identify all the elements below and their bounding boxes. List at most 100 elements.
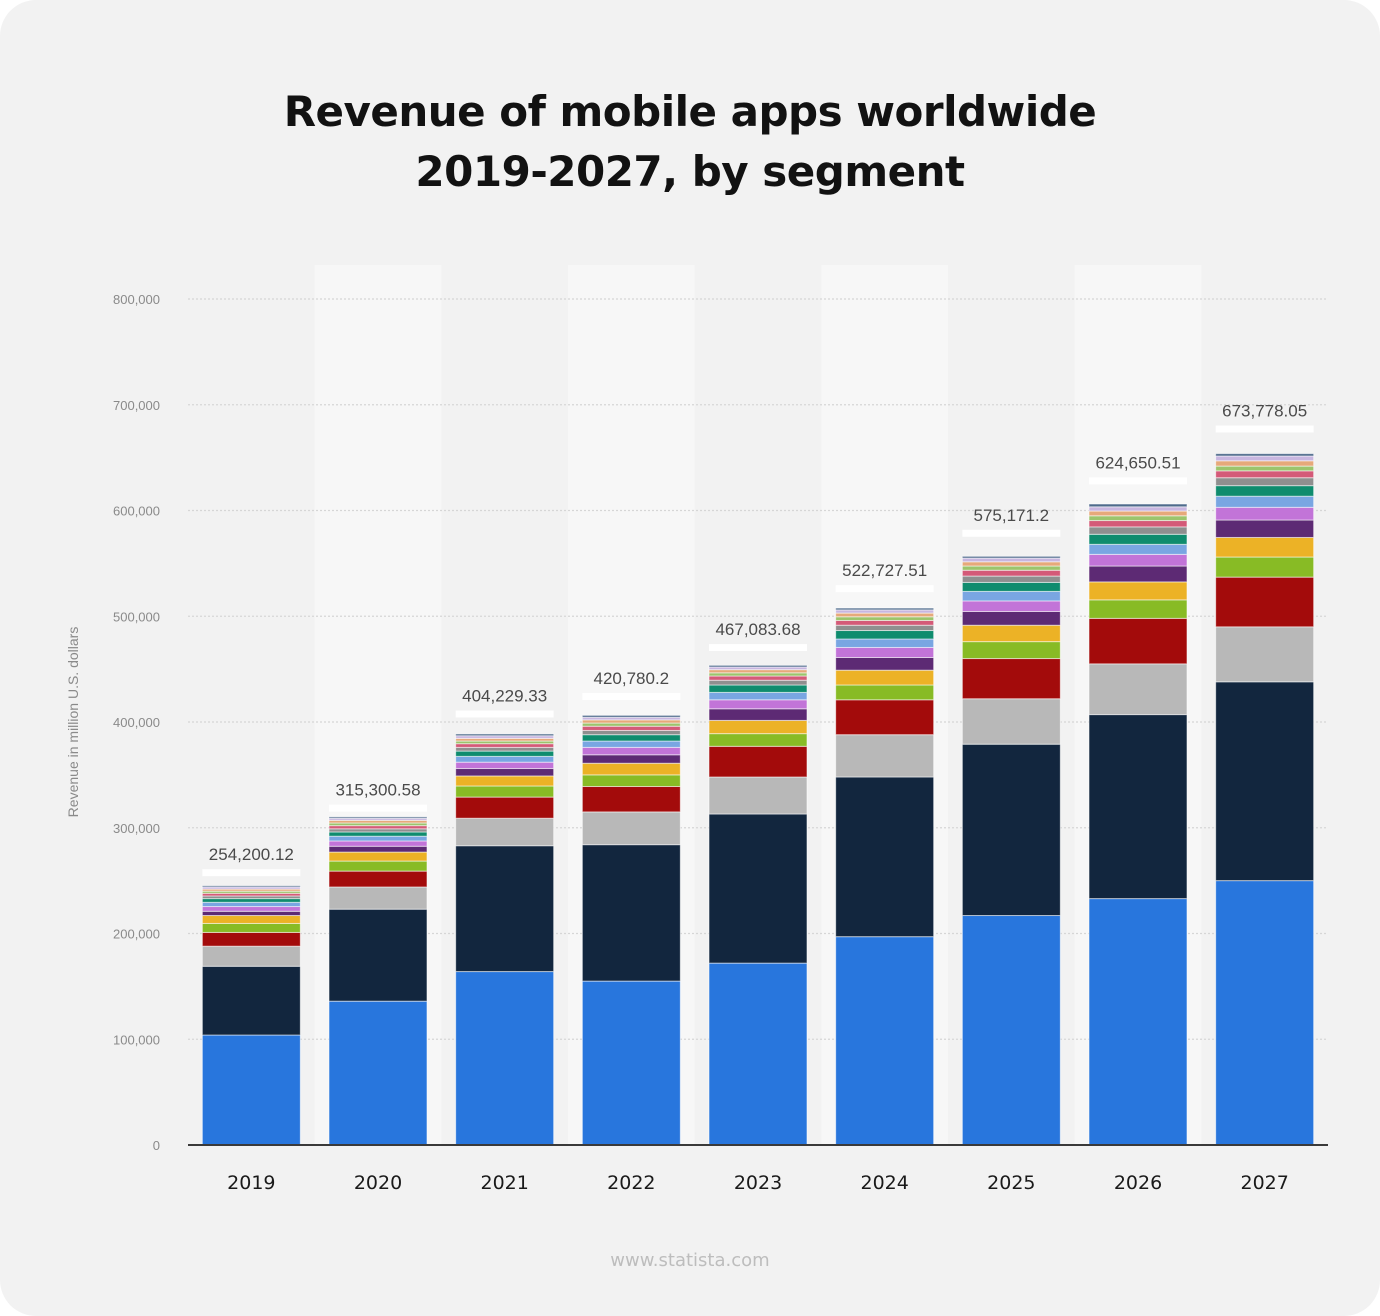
bar-segment [581,811,681,846]
bar-segment [1215,453,1315,457]
bar-segment [835,619,935,626]
bar-segment [1088,510,1188,517]
bar-cap [962,529,1061,537]
bar-stack-2022 [581,693,681,1146]
bar-segment [835,699,935,736]
x-axis-ticks: 2019 2020 2021 2022 2023 2024 2025 2026 2027 [227,1172,1289,1194]
bar-segment [835,607,935,611]
bar-segment [328,908,428,1002]
bar-segment [1215,455,1315,462]
bar-segment [708,684,808,693]
bar-segment [1088,515,1188,522]
bar-segment [961,600,1061,612]
bar-cap [582,693,681,701]
bar-segment [835,616,935,621]
x-tick-label: 2022 [607,1172,655,1194]
bar-segment [201,906,301,912]
chart-title-line-1: Revenue of mobile apps worldwide [283,87,1097,136]
bar-segment [201,945,301,967]
bar-segment [581,774,681,788]
bars [201,425,1315,1146]
total-label: 673,778.05 [1222,401,1307,420]
bar-segment [455,746,555,752]
bar-segment [961,565,1061,571]
bar-segment [328,870,428,888]
total-label: 575,171.2 [974,506,1050,525]
bar-segment [201,901,301,908]
bar-segment [455,743,555,748]
bar-cap [1089,477,1187,485]
chart-title-line-2: 2019-2027, by segment [415,147,965,196]
bar-segment [1088,599,1188,619]
y-tick-label: 400,000 [113,715,160,730]
bar-cap [455,710,554,718]
bar-segment [1215,465,1315,472]
y-tick-label: 200,000 [113,927,160,942]
bar-segment [708,679,808,686]
bar-segment [708,719,808,735]
x-tick-label: 2024 [860,1172,908,1194]
y-axis-label: Revenue in million U.S. dollars [65,627,81,818]
bar-segment [835,646,935,658]
bar-segment [455,733,555,737]
bar-segment [455,817,555,847]
bar-segment [328,831,428,837]
bar-segment [201,965,301,1036]
bar-segment [581,714,681,718]
x-tick-label: 2019 [227,1172,275,1194]
bar-segment [1088,898,1188,1146]
bar-segment [961,610,1061,626]
bar-segment [1215,506,1315,521]
bar-segment [708,691,808,701]
bar-segment [455,775,555,787]
y-tick-label: 100,000 [113,1032,160,1047]
bar-segment [581,786,681,813]
bar-segment [455,971,555,1146]
bar-segment [1215,485,1315,497]
bar-segment [961,698,1061,745]
bar-segment [835,612,935,618]
bar-segment [961,569,1061,577]
bar-segment [1088,617,1188,665]
bar-segment [328,1000,428,1146]
bar-segment [1088,526,1188,535]
bar-segment [1088,506,1188,512]
total-label: 624,650.51 [1095,453,1180,472]
total-label: 467,083.68 [715,620,800,639]
bar-segment [708,813,808,964]
bar-segment [201,910,301,917]
bar-segment [961,624,1061,643]
bar-segment [1088,533,1188,545]
bar-cap [709,644,807,652]
bar-segment [1215,626,1315,683]
bar-segment [328,860,428,872]
bar-segment [201,898,301,903]
bar-segment [328,835,428,842]
bar-segment [835,630,935,640]
bar-segment [961,590,1061,602]
bar-segment [455,796,555,819]
bar-segment [581,762,681,776]
x-tick-label: 2027 [1240,1172,1288,1194]
bar-segment [961,581,1061,592]
bar-segment [835,684,935,701]
bar-stack-2027 [1215,425,1315,1146]
bar-segment [201,915,301,924]
bar-segment [581,734,681,742]
y-tick-label: 800,000 [113,292,160,307]
bar-segment [708,776,808,815]
bar-segment [1215,460,1315,467]
bar-segment [835,669,935,686]
bar-segment [1215,576,1315,628]
bar-segment [455,761,555,770]
x-tick-label: 2021 [480,1172,528,1194]
bar-segment [835,624,935,632]
x-tick-label: 2023 [734,1172,782,1194]
bar-segment [1088,520,1188,528]
bar-segment [581,725,681,731]
total-label: 420,780.2 [594,669,670,688]
bar-cap [329,804,427,812]
chart-title: Revenue of mobile apps worldwide 2019-20… [0,82,1380,202]
bar-segment [1215,681,1315,882]
